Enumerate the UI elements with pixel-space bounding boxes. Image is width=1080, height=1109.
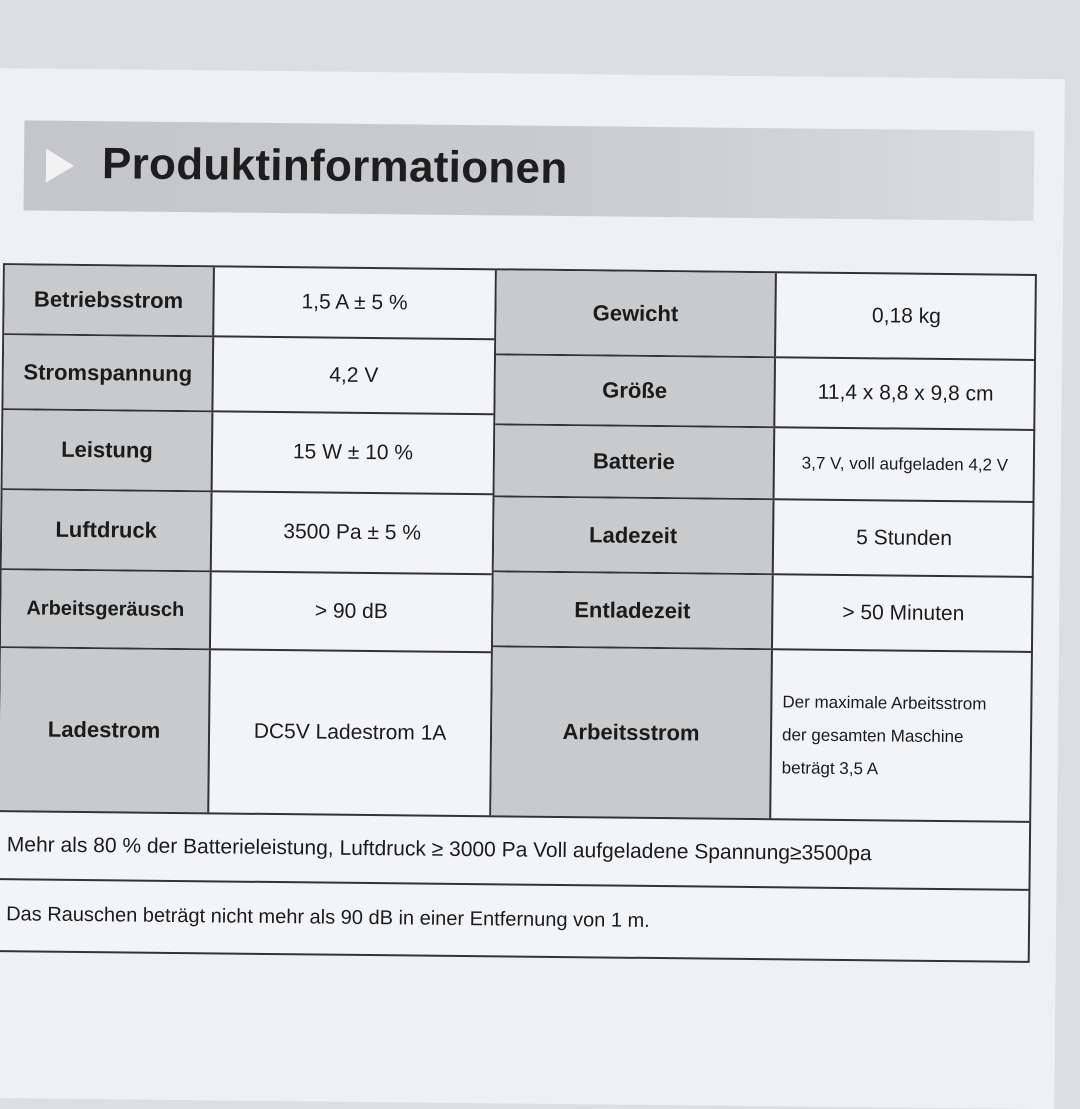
spec-value: 3500 Pa ± 5 %	[283, 520, 422, 545]
table-row: Entladezeit > 50 Minuten	[492, 572, 1034, 653]
spec-value-line: Der maximale Arbeitsstrom	[782, 691, 987, 713]
spec-label: Größe	[495, 355, 777, 427]
spec-value: 0,18 kg	[871, 303, 942, 328]
table-row: Stromspannung 4,2 V	[3, 335, 495, 416]
spec-label: Arbeitsgeräusch	[0, 570, 212, 649]
document-sheet: Produktinformationen Betriebsstrom 1,5 A …	[0, 68, 1065, 1109]
spec-value: 5 Stunden	[856, 525, 953, 550]
spec-label: Ladezeit	[493, 497, 775, 574]
table-row: Batterie 3,7 V, voll aufgeladen 4,2 V	[494, 425, 1036, 503]
spec-value: 11,4 x 8,8 x 9,8 cm	[817, 380, 994, 406]
spec-value: Der maximale Arbeitsstrom der gesamten M…	[771, 650, 1033, 821]
spec-label: Stromspannung	[3, 335, 215, 411]
spec-value: 1,5 A ± 5 %	[301, 290, 408, 315]
spec-value: > 50 Minuten	[842, 600, 965, 625]
table-row: Größe 11,4 x 8,8 x 9,8 cm	[495, 355, 1036, 431]
spec-label: Arbeitsstrom	[491, 647, 773, 819]
spec-value: DC5V Ladestrom 1A	[253, 719, 447, 745]
note-row: Das Rauschen beträgt nicht mehr als 90 d…	[0, 878, 1029, 959]
spec-label: Entladezeit	[492, 572, 774, 649]
table-row: Ladezeit 5 Stunden	[493, 497, 1035, 578]
page-title: Produktinformationen	[101, 139, 568, 194]
spec-value: 3,7 V, voll aufgeladen 4,2 V	[801, 453, 1009, 475]
table-row: Betriebsstrom 1,5 A ± 5 %	[4, 265, 495, 341]
spec-table: Betriebsstrom 1,5 A ± 5 % Stromspannung 4,…	[0, 263, 1037, 963]
spec-label: Batterie	[494, 425, 776, 499]
spec-label: Leistung	[2, 410, 214, 491]
spec-table-right: Gewicht 0,18 kg Größe 11,4 x 8,8 x 9,8 cm …	[489, 270, 1037, 821]
spec-label: Betriebsstrom	[4, 265, 215, 336]
table-row: Arbeitsstrom Der maximale Arbeitsstrom d…	[491, 647, 1033, 821]
note-row: Mehr als 80 % der Batterieleistung, Luft…	[0, 810, 1030, 889]
spec-label: Ladestrom	[0, 648, 211, 813]
table-row: Luftdruck 3500 Pa ± 5 %	[1, 490, 493, 576]
spec-value-line: beträgt 3,5 A	[781, 757, 879, 778]
spec-value: > 90 dB	[314, 599, 388, 624]
spec-value: 15 W ± 10 %	[292, 440, 414, 465]
spec-label: Gewicht	[496, 270, 777, 357]
table-row: Ladestrom DC5V Ladestrom 1A	[0, 648, 491, 815]
title-band: Produktinformationen	[23, 120, 1035, 221]
table-row: Gewicht 0,18 kg	[496, 270, 1037, 361]
spec-table-left: Betriebsstrom 1,5 A ± 5 % Stromspannung 4,…	[0, 265, 495, 815]
spec-value-line: der gesamten Maschine	[781, 724, 964, 746]
spec-label: Luftdruck	[1, 490, 213, 571]
play-triangle-icon	[45, 148, 75, 183]
table-row: Arbeitsgeräusch > 90 dB	[0, 570, 492, 654]
table-row: Leistung 15 W ± 10 %	[2, 410, 494, 496]
spec-value: 4,2 V	[329, 363, 379, 387]
